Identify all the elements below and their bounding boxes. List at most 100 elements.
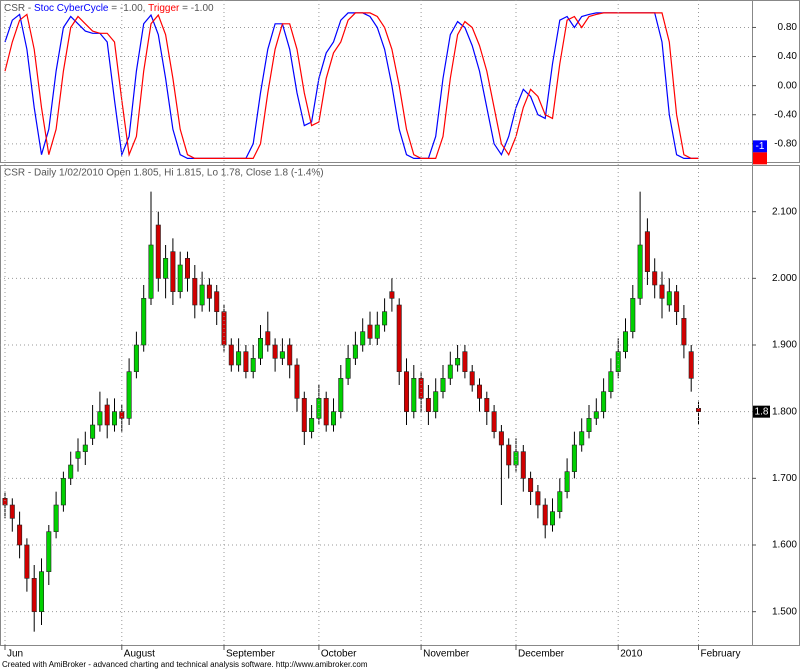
last-price-box — [753, 405, 770, 418]
end-marker-label: -1 — [756, 141, 765, 152]
candle-body — [374, 324, 380, 339]
oscillator-title: CSR - Stoc CyberCycle = -1.00, Trigger =… — [4, 3, 214, 14]
candle-body — [250, 358, 256, 372]
candle-body — [520, 451, 526, 479]
x-tick-label: December — [518, 649, 565, 660]
candle-body — [301, 398, 307, 432]
candle-body — [403, 371, 409, 412]
candle-body — [688, 351, 694, 379]
x-tick-label: February — [701, 649, 741, 660]
candle-body — [214, 291, 220, 312]
candle-body — [257, 338, 263, 359]
candle-body — [644, 231, 650, 272]
legend-entry: Stoc CyberCycle — [34, 3, 109, 14]
candle-body — [38, 571, 44, 612]
candle-body — [338, 378, 344, 412]
candle-body — [498, 431, 504, 446]
candle-body — [484, 398, 490, 412]
candle-body — [309, 418, 315, 432]
candle-body — [535, 491, 541, 506]
candle-body — [622, 331, 628, 352]
candle-body — [549, 511, 555, 526]
y-tick-label: 0.80 — [778, 22, 798, 33]
candle-body — [425, 398, 431, 412]
candle-body — [31, 578, 37, 612]
candle-body — [119, 411, 125, 419]
candle-body — [126, 371, 132, 419]
y-tick-label: 1.700 — [772, 473, 797, 484]
candle-body — [674, 291, 680, 312]
candle-body — [199, 284, 205, 306]
price-title: CSR - Daily 1/02/2010 Open 1.805, Hi 1.8… — [4, 168, 324, 179]
candle-body — [104, 404, 110, 426]
candle-body — [24, 544, 30, 579]
candle-body — [440, 378, 446, 392]
candle-body — [185, 258, 191, 279]
candle-body — [593, 411, 599, 419]
readout: = -1.00, — [111, 3, 145, 14]
y-tick-label: 1.600 — [772, 540, 797, 551]
candle-body — [330, 411, 336, 426]
x-tick-label: November — [423, 649, 470, 660]
candle-body — [82, 444, 88, 452]
candle-body — [272, 344, 278, 359]
candle-body — [279, 351, 285, 359]
candle-body — [53, 504, 59, 532]
candle-body — [141, 298, 147, 346]
candle-body — [382, 311, 388, 326]
candle-body — [586, 418, 592, 432]
candle-body — [148, 244, 154, 299]
candle-body — [389, 291, 395, 299]
candle-body — [17, 524, 23, 546]
y-tick-label: -0.40 — [774, 109, 797, 120]
y-tick-label: 2.000 — [772, 273, 797, 284]
x-tick-label: September — [226, 649, 276, 660]
candle-body — [46, 531, 52, 572]
candle-body — [476, 384, 482, 399]
x-tick-label: Jun — [7, 649, 23, 660]
candle-body — [528, 478, 534, 492]
candle-body — [352, 344, 358, 359]
legend-entry: Trigger — [148, 3, 180, 14]
candle-body — [557, 491, 563, 512]
candle-body — [60, 478, 66, 506]
last-price-label: 1.8 — [755, 406, 769, 417]
candle-body — [192, 278, 198, 306]
end-marker — [753, 140, 767, 153]
candle-body — [287, 344, 293, 366]
series-line — [4, 12, 699, 159]
candle-body — [447, 364, 453, 379]
candle-body — [75, 451, 81, 459]
candle-body — [491, 411, 497, 432]
candle-body — [571, 444, 577, 472]
candle-body — [155, 224, 161, 279]
candle-body — [433, 391, 439, 412]
candle-body — [411, 378, 417, 412]
candle-body — [243, 351, 249, 372]
candle-body — [469, 371, 475, 386]
candle-body — [236, 351, 242, 366]
candle-body — [265, 331, 271, 346]
end-marker — [753, 152, 767, 165]
candle-body — [133, 344, 139, 372]
candle-body — [506, 444, 512, 466]
y-tick-label: 1.500 — [772, 606, 797, 617]
candle-body — [294, 364, 300, 399]
candle-body — [170, 251, 176, 292]
candle-body — [601, 391, 607, 412]
y-tick-label: 0.00 — [778, 80, 798, 91]
candle-body — [630, 298, 636, 332]
x-tick-label: August — [124, 649, 155, 660]
candle-body — [396, 304, 402, 372]
y-tick-label: 1.800 — [772, 406, 797, 417]
candle-body — [652, 271, 658, 286]
y-tick-label: 1.900 — [772, 340, 797, 351]
candle-body — [97, 411, 103, 426]
candle-body — [513, 451, 519, 466]
candle-body — [681, 318, 687, 346]
title-prefix: CSR - — [4, 3, 31, 14]
x-tick-label: October — [321, 649, 357, 660]
candle-body — [564, 471, 570, 492]
candle-body — [666, 291, 672, 306]
